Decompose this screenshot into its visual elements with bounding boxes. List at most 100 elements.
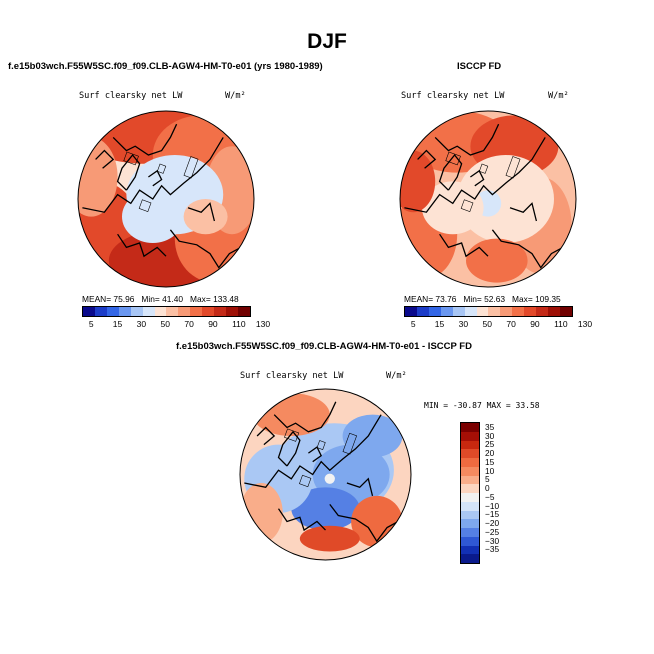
model-colorbar-swatch — [83, 307, 95, 316]
map-contour-region — [299, 525, 360, 552]
map-coastline — [346, 477, 374, 497]
model-mean-label: MEAN= — [82, 294, 112, 304]
model-units-label: W/m² — [225, 91, 246, 101]
map-coastline — [116, 153, 141, 191]
obs-colorbar-swatch — [476, 307, 489, 316]
model-min-label: Min= — [141, 294, 160, 304]
model-colorbar-swatch — [178, 307, 191, 316]
diff-colorbar-labels: 35 30 25 20 15 10 5 0 −5 −10 −15 −20 −25 −30 −35 — [485, 422, 515, 564]
obs-polar-map — [399, 110, 577, 288]
model-colorbar — [82, 306, 251, 317]
map-island-outline — [156, 163, 167, 174]
obs-colorbar-swatch — [488, 307, 501, 316]
model-colorbar-tick-label: 130 — [255, 319, 271, 329]
map-island-outline — [183, 156, 199, 179]
obs-min-value: 52.63 — [484, 294, 506, 304]
diff-colorbar-tick-label: −35 — [485, 544, 500, 555]
map-coastline — [277, 430, 301, 467]
diff-colorbar-tick-label: −15 — [485, 509, 500, 520]
map-coastline — [148, 169, 163, 187]
model-mean-value: 75.96 — [113, 294, 135, 304]
diff-colorbar-tick-label: −5 — [485, 491, 495, 502]
map-coastline — [434, 123, 500, 156]
model-colorbar-tick-label: 70 — [184, 319, 194, 329]
diff-colorbar-tick-label: −30 — [485, 535, 500, 546]
diff-colorbar-tick-label: −10 — [485, 500, 500, 511]
obs-colorbar — [404, 306, 573, 317]
map-field — [78, 111, 254, 287]
obs-colorbar-tick-label: 70 — [506, 319, 516, 329]
diff-colorbar-swatch — [461, 493, 479, 502]
model-polar-map — [77, 110, 255, 288]
map-contour-region — [240, 483, 283, 543]
obs-panel-title: ISCCP FD — [457, 61, 502, 72]
diff-colorbar-swatch — [461, 545, 479, 555]
diff-colorbar-swatch — [461, 440, 479, 450]
map-coastline — [491, 229, 564, 269]
map-contour-region — [457, 155, 554, 243]
map-coastline — [169, 229, 242, 269]
map-coastline — [82, 137, 224, 213]
obs-colorbar-swatch — [405, 307, 417, 316]
map-coastline — [256, 426, 276, 446]
diff-units-label: W/m² — [386, 371, 407, 381]
map-coastline — [417, 149, 437, 169]
obs-variable-label: Surf clearsky net LW — [401, 91, 505, 101]
model-colorbar-swatch — [190, 307, 203, 316]
map-coastline — [329, 504, 399, 543]
model-colorbar-swatch — [214, 307, 227, 316]
model-colorbar-swatch — [226, 307, 238, 316]
diff-colorbar-tick-label: 25 — [485, 439, 495, 450]
map-coastline — [187, 202, 216, 222]
obs-colorbar-tick-label: 90 — [530, 319, 540, 329]
map-boundary — [399, 110, 577, 288]
diff-colorbar-tick-label: 20 — [485, 448, 495, 458]
map-island-outline — [505, 156, 521, 179]
diff-colorbar — [460, 422, 480, 564]
model-colorbar-swatch — [94, 307, 107, 316]
map-field — [400, 111, 576, 287]
obs-colorbar-swatch — [548, 307, 560, 316]
model-colorbar-labels: 5 15 30 50 70 90 110 130 — [82, 319, 270, 331]
map-island-outline — [342, 432, 358, 455]
model-colorbar-tick-label: 110 — [232, 319, 246, 329]
obs-stats: MEAN= 73.76 Min= 52.63 Max= 109.35 — [404, 294, 561, 304]
obs-colorbar-swatch — [428, 307, 441, 316]
obs-colorbar-swatch — [416, 307, 429, 316]
model-panel-title: f.e15b03wch.F55W5SC.f09_f09.CLB-AGW4-HM-… — [8, 61, 323, 72]
map-coastline — [308, 446, 323, 463]
diff-colorbar-swatch — [461, 431, 479, 441]
map-coastline — [117, 233, 167, 258]
map-contour-region — [78, 137, 118, 217]
model-colorbar-swatch — [237, 307, 250, 316]
diff-colorbar-tick-label: −25 — [485, 526, 500, 537]
map-island-outline — [478, 163, 489, 174]
obs-colorbar-tick-label: 15 — [434, 319, 445, 329]
model-colorbar-swatch — [166, 307, 179, 316]
map-coastline — [470, 169, 485, 187]
obs-colorbar-swatch — [500, 307, 513, 316]
model-max-value: 133.48 — [213, 294, 239, 304]
obs-max-label: Max= — [512, 294, 533, 304]
map-island-outline — [316, 440, 326, 450]
obs-colorbar-swatch — [464, 307, 477, 316]
diff-colorbar-swatch — [461, 484, 479, 493]
diff-colorbar-tick-label: 5 — [485, 474, 490, 485]
map-coastline — [509, 202, 538, 222]
diff-polar-map — [239, 388, 412, 561]
season-title: DJF — [307, 30, 347, 53]
diff-colorbar-swatch — [461, 501, 479, 511]
map-coastline — [404, 137, 546, 213]
map-coastline — [95, 149, 115, 169]
model-colorbar-tick-label: 30 — [136, 319, 147, 329]
model-colorbar-swatch — [202, 307, 215, 316]
model-colorbar-swatch — [130, 307, 143, 316]
obs-max-value: 109.35 — [535, 294, 561, 304]
diff-colorbar-swatch — [461, 510, 479, 520]
model-min-value: 41.40 — [162, 294, 184, 304]
map-coastline — [438, 153, 463, 191]
diff-colorbar-swatch — [461, 528, 479, 537]
diff-colorbar-tick-label: −20 — [485, 518, 500, 528]
map-contour-region — [342, 414, 403, 458]
model-colorbar-tick-label: 90 — [208, 319, 218, 329]
